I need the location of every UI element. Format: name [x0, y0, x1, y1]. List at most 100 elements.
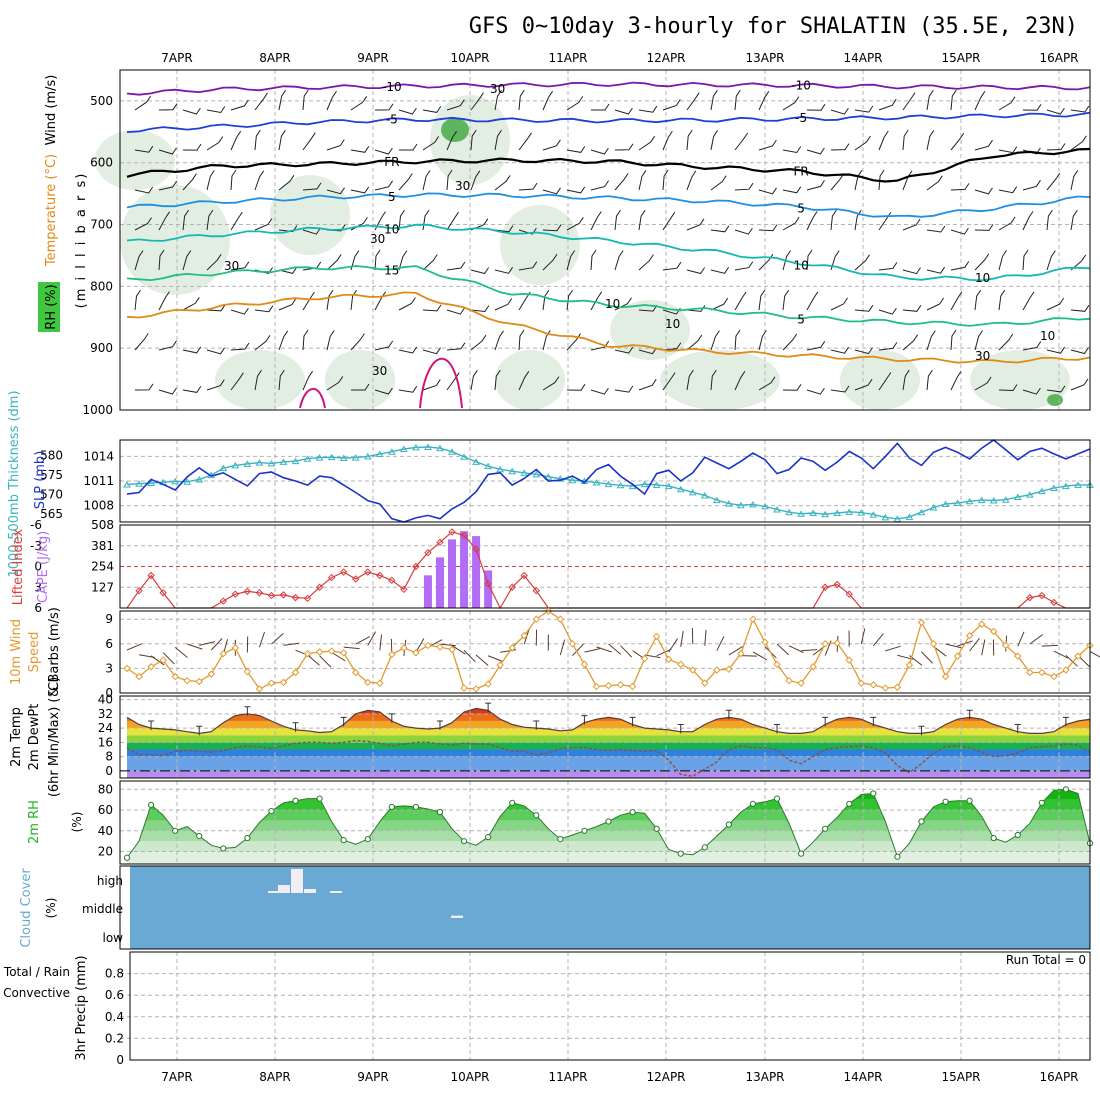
wind-barb [686, 92, 700, 111]
wind-barb [1070, 347, 1089, 355]
wind-barb [422, 254, 438, 271]
wind-barb [470, 129, 477, 151]
wind-barb [1022, 341, 1042, 351]
wind-barb [806, 103, 826, 111]
wind10-barb [258, 631, 265, 648]
wind10-point [339, 649, 348, 657]
upper-air-ytick-2: 700 [90, 218, 113, 232]
wind-barb [614, 143, 634, 151]
wind-barb [158, 180, 178, 191]
wind-barb [686, 369, 694, 391]
wind10-point [315, 648, 324, 656]
isotherm-15 [126, 265, 1091, 327]
rh2m-point [1062, 786, 1070, 793]
wind10-point [376, 679, 384, 687]
wind-barb [830, 107, 849, 115]
wind10-barb [1089, 651, 1100, 658]
wind10-barb [981, 639, 986, 656]
wind-barb [494, 330, 504, 351]
rh-band-2 [127, 830, 1090, 842]
rh2m-point [749, 800, 757, 807]
cape-ytick-2: 381 [91, 539, 114, 553]
li-point [279, 591, 288, 599]
wind10-barb [584, 648, 601, 653]
wind-barb [470, 305, 490, 313]
date-bottom-8: 15APR [941, 1070, 980, 1084]
wind-barb [542, 224, 562, 232]
wind-barb [134, 333, 149, 351]
isotherm-label--10-1: -10 [791, 78, 811, 92]
rh2m-ytick-3: 80 [98, 782, 113, 796]
wind-barb [614, 346, 634, 354]
temp-minmax-bar [677, 724, 684, 734]
wind-barb [998, 289, 1006, 311]
wind-barb [350, 333, 365, 351]
thickness-point [676, 485, 685, 493]
wind-barb [1070, 209, 1078, 231]
wind-barb [182, 173, 197, 191]
thickness-point [147, 479, 155, 486]
wind-barb [854, 209, 862, 231]
rh2m-point [244, 834, 251, 842]
slp-ylabel: SLP (mb) [33, 451, 48, 510]
wind-barb [591, 103, 610, 111]
wind-barb [1070, 105, 1090, 113]
isotherm-10 [126, 223, 1091, 282]
wind-barb [326, 139, 345, 151]
upper-air-ytick-4: 900 [90, 341, 113, 355]
isotherm-label-15-1: 5 [797, 313, 805, 327]
wind10-point [123, 664, 131, 673]
wind-barb [494, 369, 501, 391]
thickness-point [1001, 496, 1010, 503]
wind-barb [1070, 170, 1079, 191]
thickness-line [126, 446, 1090, 520]
wind-barb [590, 291, 603, 311]
wind-barb [734, 371, 746, 391]
wind10-barb [1053, 650, 1069, 659]
upper-air-ytick-3: 800 [90, 279, 113, 293]
thickness-point [712, 496, 721, 504]
wind-barb [806, 341, 826, 351]
wind-barb [638, 379, 657, 391]
wind-barb [710, 369, 717, 391]
rh2m-point [701, 844, 708, 851]
thickness-point [785, 508, 793, 516]
wind-barb [614, 250, 624, 271]
thickness-point [1050, 484, 1058, 492]
rh2m-point [220, 845, 227, 852]
rh2m-point [292, 797, 299, 804]
li-point [255, 589, 264, 597]
wind10-point [592, 682, 601, 691]
wind-barb [374, 340, 394, 351]
temp-minmax-bar [725, 709, 732, 720]
wind-barb [974, 224, 994, 231]
wind-barb [758, 187, 777, 195]
temp-band-2 [127, 749, 1090, 757]
wind-barb [782, 384, 802, 391]
li-ytick-1: -3 [30, 539, 42, 553]
cloud-bg [130, 866, 1090, 949]
precip-run-total: Run Total = 0 [1006, 953, 1086, 967]
wind10-barb [897, 654, 914, 660]
wind-barb [422, 347, 441, 355]
temp-minmax-bar [1014, 724, 1021, 734]
wind-barb [830, 209, 837, 231]
rh-shade-9 [840, 350, 920, 410]
thickness-point [737, 501, 745, 509]
wind10-point [857, 679, 865, 687]
temp-band-9 [127, 696, 1090, 707]
wind-barb [518, 329, 525, 351]
wind10-point [352, 668, 360, 677]
wind-barb [158, 387, 177, 395]
wind-barb [470, 334, 487, 351]
wind-barb [374, 147, 393, 155]
cloud-unit: (%) [44, 898, 58, 919]
wind10-barb [174, 646, 188, 658]
temp-frame [119, 695, 1091, 779]
wind-barb [902, 267, 921, 275]
wind10-barb [656, 648, 672, 657]
wind-barb [182, 346, 202, 354]
thickness-point [833, 509, 842, 517]
rh2m-point [581, 827, 588, 834]
wind10-point [412, 649, 420, 657]
